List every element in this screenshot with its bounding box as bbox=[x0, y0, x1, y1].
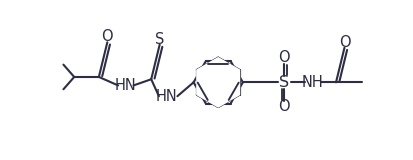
Text: S: S bbox=[155, 32, 164, 47]
Text: HN: HN bbox=[115, 78, 137, 93]
Text: S: S bbox=[279, 75, 290, 90]
Text: O: O bbox=[279, 100, 290, 115]
Polygon shape bbox=[197, 58, 240, 107]
Text: O: O bbox=[339, 35, 350, 50]
Text: O: O bbox=[279, 50, 290, 65]
Text: O: O bbox=[102, 29, 113, 44]
Text: HN: HN bbox=[156, 89, 178, 104]
Text: NH: NH bbox=[302, 75, 324, 90]
Polygon shape bbox=[197, 58, 240, 107]
